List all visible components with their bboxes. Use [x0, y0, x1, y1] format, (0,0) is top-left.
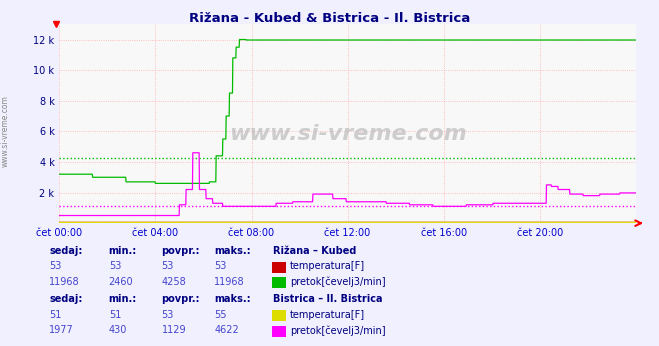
Text: min.:: min.: [109, 294, 137, 304]
Text: povpr.:: povpr.: [161, 294, 200, 304]
Text: pretok[čevelj3/min]: pretok[čevelj3/min] [290, 277, 386, 287]
Text: maks.:: maks.: [214, 294, 251, 304]
Text: www.si-vreme.com: www.si-vreme.com [229, 124, 467, 144]
Text: min.:: min.: [109, 246, 137, 256]
Text: 4622: 4622 [214, 326, 239, 335]
Text: 430: 430 [109, 326, 127, 335]
Text: 1977: 1977 [49, 326, 74, 335]
Text: Rižana - Kubed & Bistrica - Il. Bistrica: Rižana - Kubed & Bistrica - Il. Bistrica [189, 12, 470, 25]
Text: Bistrica – Il. Bistrica: Bistrica – Il. Bistrica [273, 294, 383, 304]
Text: 51: 51 [109, 310, 121, 320]
Text: 53: 53 [161, 262, 174, 271]
Text: 51: 51 [49, 310, 62, 320]
Text: 11968: 11968 [214, 277, 244, 287]
Text: 4258: 4258 [161, 277, 186, 287]
Text: 53: 53 [214, 262, 227, 271]
Text: maks.:: maks.: [214, 246, 251, 256]
Text: 53: 53 [161, 310, 174, 320]
Text: povpr.:: povpr.: [161, 246, 200, 256]
Text: sedaj:: sedaj: [49, 246, 83, 256]
Text: pretok[čevelj3/min]: pretok[čevelj3/min] [290, 325, 386, 336]
Text: 11968: 11968 [49, 277, 80, 287]
Text: www.si-vreme.com: www.si-vreme.com [1, 95, 10, 167]
Text: temperatura[F]: temperatura[F] [290, 262, 365, 271]
Text: temperatura[F]: temperatura[F] [290, 310, 365, 320]
Text: sedaj:: sedaj: [49, 294, 83, 304]
Text: 53: 53 [109, 262, 121, 271]
Text: 2460: 2460 [109, 277, 133, 287]
Text: Rižana – Kubed: Rižana – Kubed [273, 246, 357, 256]
Text: 55: 55 [214, 310, 227, 320]
Text: 53: 53 [49, 262, 62, 271]
Text: 1129: 1129 [161, 326, 186, 335]
